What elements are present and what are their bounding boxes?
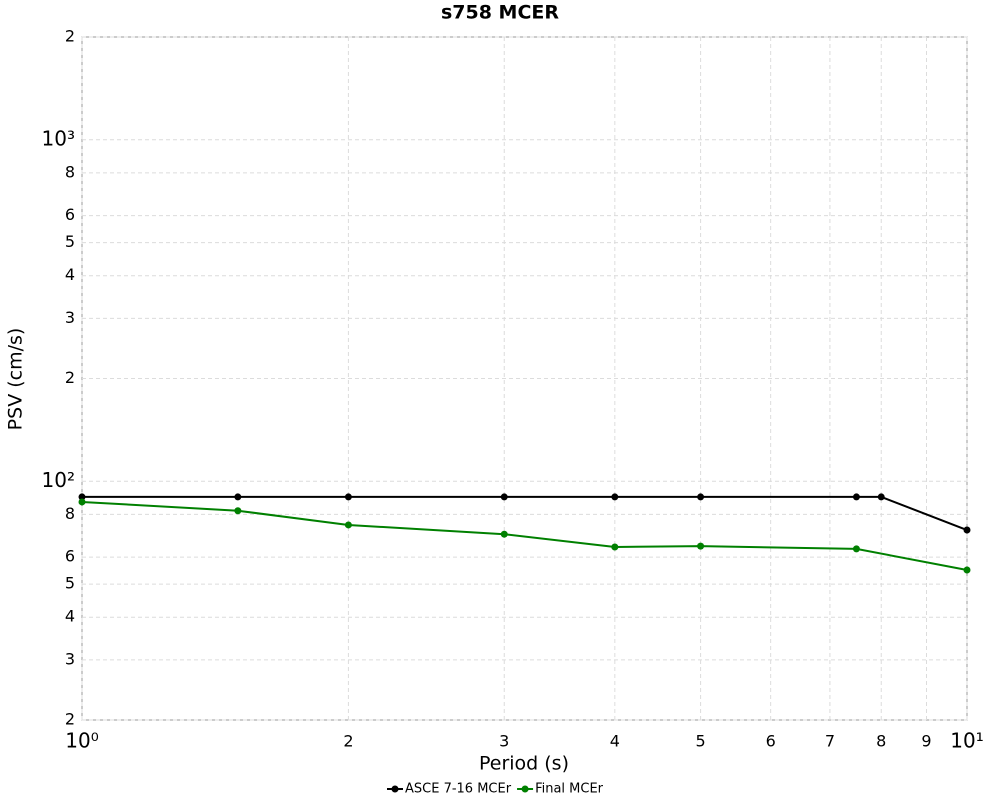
y-tick-label: 3	[65, 649, 75, 668]
legend-label: Final MCEr	[535, 782, 604, 797]
data-point	[344, 493, 352, 501]
x-tick-label: 10⁰	[65, 729, 98, 753]
legend-marker	[391, 785, 399, 793]
y-tick-label: 4	[65, 265, 75, 284]
legend-marker	[521, 785, 529, 793]
x-tick-label: 10¹	[950, 729, 983, 753]
y-tick-label: 5	[65, 232, 75, 251]
y-tick-label: 2	[65, 710, 75, 729]
y-tick-label: 2	[65, 368, 75, 387]
y-tick-label: 6	[65, 547, 75, 566]
x-tick-label: 9	[921, 732, 931, 751]
x-tick-label: 3	[499, 732, 509, 751]
x-tick-label: 2	[343, 732, 353, 751]
data-point	[78, 493, 86, 501]
y-tick-label: 10³	[42, 126, 75, 150]
x-tick-label: 6	[766, 732, 776, 751]
data-point	[234, 507, 242, 515]
data-point	[611, 493, 619, 501]
y-tick-label: 6	[65, 205, 75, 224]
series-line	[81, 500, 968, 571]
data-point	[697, 542, 705, 550]
y-tick-label: 3	[65, 308, 75, 327]
chart-title: s758 MCER	[441, 2, 559, 24]
data-point	[852, 493, 860, 501]
data-point	[611, 543, 619, 551]
data-point	[234, 493, 242, 501]
data-point	[78, 498, 86, 506]
x-tick-label: 7	[825, 732, 835, 751]
y-tick-label: 4	[65, 607, 75, 626]
y-tick-label: 2	[65, 27, 75, 46]
data-point	[344, 521, 352, 529]
y-tick-label: 10²	[42, 468, 75, 492]
x-axis-label: Period (s)	[479, 753, 569, 775]
y-tick-label: 8	[65, 504, 75, 523]
data-point	[877, 493, 885, 501]
y-axis-label: PSV (cm/s)	[5, 328, 27, 431]
x-tick-label: 5	[695, 732, 705, 751]
y-tick-label: 8	[65, 162, 75, 181]
data-point	[500, 493, 508, 501]
x-tick-label: 4	[610, 732, 620, 751]
data-point	[963, 526, 971, 534]
x-tick-label: 8	[876, 732, 886, 751]
series-line	[82, 495, 968, 531]
y-tick-label: 5	[65, 574, 75, 593]
data-point	[500, 530, 508, 538]
data-point	[697, 493, 705, 501]
data-point	[852, 545, 860, 553]
legend-label: ASCE 7-16 MCEr	[405, 782, 512, 797]
data-point	[963, 566, 971, 574]
